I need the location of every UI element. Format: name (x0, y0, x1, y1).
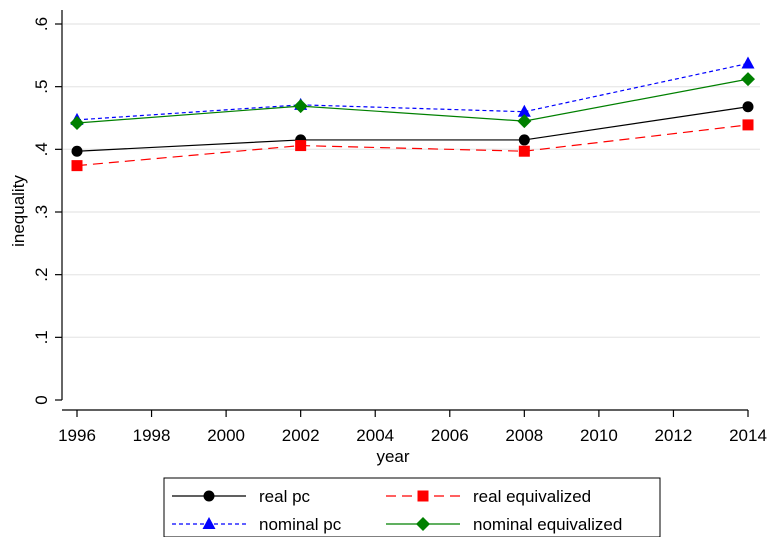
legend-marker-real-pc (203, 490, 215, 502)
x-tick-label-0: 1996 (58, 426, 96, 445)
point-real-equivalized-2002 (295, 140, 307, 152)
legend-label-nominal-equivalized: nominal equivalized (473, 515, 622, 534)
legend: real pc real equivalized nominal pc nominal… (163, 477, 661, 537)
x-tick-label-2: 2000 (207, 426, 245, 445)
point-real-equivalized-1996 (71, 160, 83, 172)
y-tick-label-5: .5 (32, 80, 51, 94)
point-real-equivalized-2014 (742, 119, 754, 131)
point-nominal-equivalized-2014 (741, 72, 755, 87)
point-real-pc-2008 (518, 134, 530, 146)
y-tick-label-0: 0 (32, 395, 51, 404)
y-tick-label-2: .2 (32, 268, 51, 282)
y-tick-label-4: .4 (32, 142, 51, 156)
point-real-pc-2014 (742, 101, 754, 113)
y-tick-label-1: .1 (32, 330, 51, 344)
series-group (70, 56, 755, 172)
x-tick-label-3: 2002 (282, 426, 320, 445)
series-line-real-equivalized (76, 124, 749, 167)
point-nominal-pc-2014 (741, 56, 755, 69)
x-tick-label-4: 2004 (356, 426, 394, 445)
x-tick-label-1: 1998 (133, 426, 171, 445)
legend-label-real-pc: real pc (259, 487, 311, 506)
gridlines (63, 23, 760, 339)
y-ticks: 0 .1 .2 .3 .4 .5 .6 (32, 17, 62, 405)
point-real-equivalized-2008 (518, 145, 530, 157)
x-ticks: 1996 1998 2000 2002 2004 2006 2008 2010 2012 2014 (58, 410, 767, 445)
y-axis-title: inequality (9, 175, 28, 247)
series-line-nominal-pc (76, 62, 749, 121)
legend-label-real-equivalized: real equivalized (473, 487, 591, 506)
point-nominal-pc-2008 (517, 104, 531, 117)
y-tick-label-3: .3 (32, 205, 51, 219)
series-real-equivalized (71, 119, 754, 172)
legend-marker-nominal-pc (202, 517, 216, 529)
series-line-nominal-equivalized (76, 78, 749, 124)
x-tick-label-8: 2012 (655, 426, 693, 445)
legend-box (163, 477, 661, 537)
axes (61, 10, 748, 411)
legend-marker-nominal-equivalized (416, 517, 430, 531)
x-tick-label-5: 2006 (431, 426, 469, 445)
legend-marker-real-equivalized (417, 490, 429, 502)
legend-label-nominal-pc: nominal pc (259, 515, 342, 534)
series-line-real-pc (76, 106, 749, 152)
series-nominal-equivalized (70, 72, 755, 131)
point-nominal-equivalized-2002 (293, 99, 308, 114)
point-nominal-equivalized-1996 (70, 116, 84, 131)
y-tick-label-6: .6 (32, 17, 51, 31)
series-nominal-pc (70, 56, 755, 125)
x-tick-label-9: 2014 (729, 426, 767, 445)
x-tick-label-6: 2008 (505, 426, 543, 445)
x-tick-label-7: 2010 (580, 426, 618, 445)
point-nominal-equivalized-2008 (517, 114, 532, 129)
point-real-pc-1996 (71, 145, 83, 157)
x-axis-title: year (376, 447, 409, 466)
